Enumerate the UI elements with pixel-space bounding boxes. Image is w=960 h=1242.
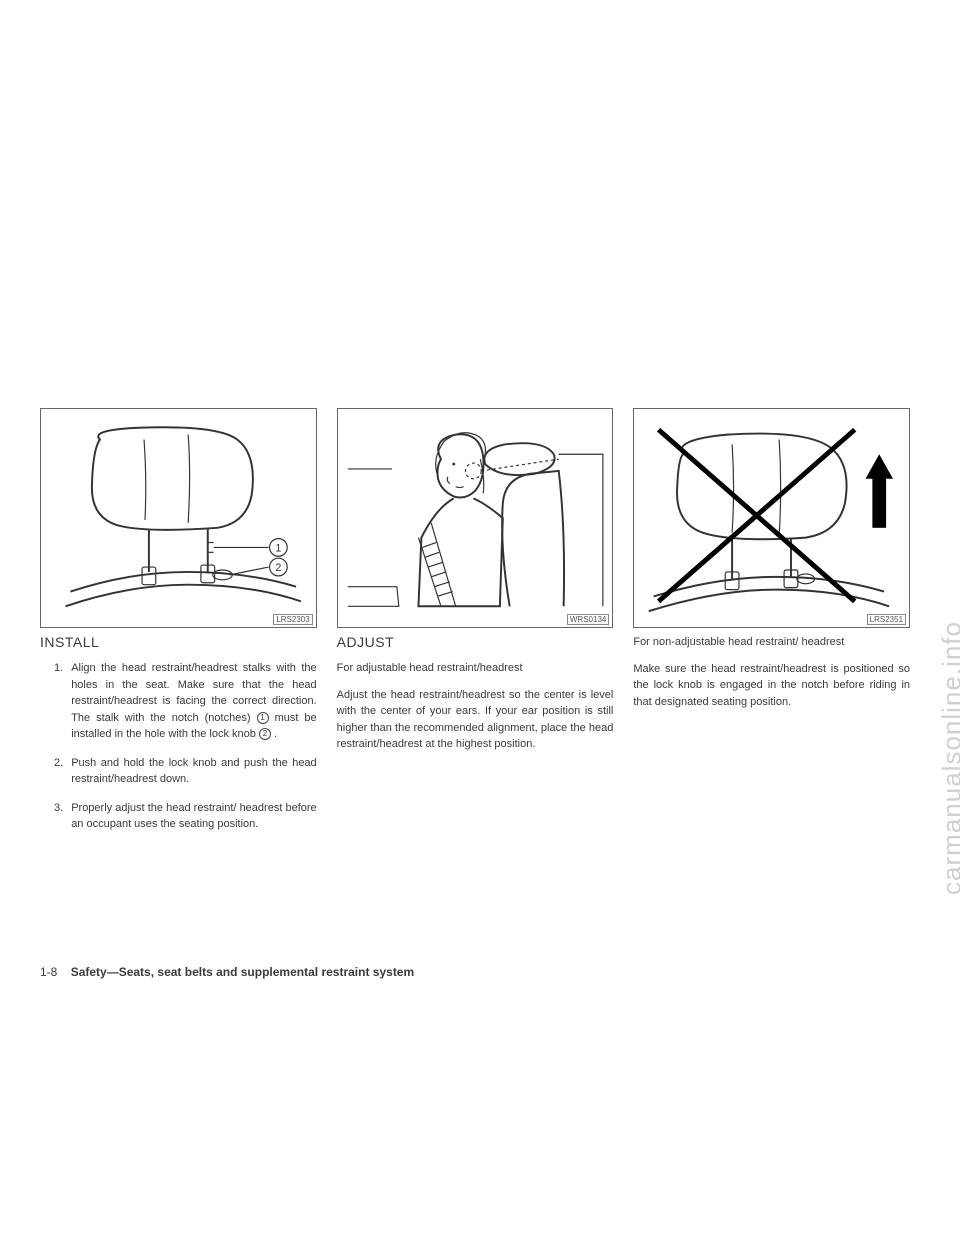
install-item-1: 1. Align the head restraint/headrest sta… xyxy=(54,660,317,743)
adjust-title: ADJUST xyxy=(337,634,614,650)
figure-label-adjust: WRS0134 xyxy=(567,614,609,625)
list-num: 1. xyxy=(54,660,63,743)
list-text: Push and hold the lock knob and push the… xyxy=(71,755,316,788)
adjust-sub: For adjustable head restraint/headrest xyxy=(337,660,614,677)
install-item-3: 3. Properly adjust the head restraint/ h… xyxy=(54,800,317,833)
watermark-text: carmanualsonline.info xyxy=(937,621,960,895)
install-item-2: 2. Push and hold the lock knob and push … xyxy=(54,755,317,788)
nonadj-body: Make sure the head restraint/headrest is… xyxy=(633,661,910,711)
column-nonadj: LRS2351 For non-adjustable head restrain… xyxy=(633,408,910,845)
column-adjust: WRS0134 ADJUST For adjustable head restr… xyxy=(337,408,614,845)
circled-1: 1 xyxy=(257,712,269,724)
svg-text:2: 2 xyxy=(275,562,281,574)
list-num: 2. xyxy=(54,755,63,788)
nonadj-sub: For non-adjustable head restraint/ headr… xyxy=(633,634,910,651)
svg-text:1: 1 xyxy=(275,542,281,554)
column-install: 1 2 LRS2303 INSTALL 1. Align the head re… xyxy=(40,408,317,845)
page-footer: 1-8 Safety—Seats, seat belts and supplem… xyxy=(40,965,414,979)
figure-label-install: LRS2303 xyxy=(273,614,312,625)
content-area: 1 2 LRS2303 INSTALL 1. Align the head re… xyxy=(40,408,910,845)
figure-adjust: WRS0134 xyxy=(337,408,614,628)
install-title: INSTALL xyxy=(40,634,317,650)
footer-section: Safety—Seats, seat belts and supplementa… xyxy=(71,965,414,979)
circled-2: 2 xyxy=(259,728,271,740)
list-text: Align the head restraint/headrest stalks… xyxy=(71,660,316,743)
adjust-body: Adjust the head restraint/headrest so th… xyxy=(337,687,614,753)
list-text: Properly adjust the head restraint/ head… xyxy=(71,800,316,833)
figure-nonadj: LRS2351 xyxy=(633,408,910,628)
list-num: 3. xyxy=(54,800,63,833)
page-number: 1-8 xyxy=(40,965,57,979)
figure-label-nonadj: LRS2351 xyxy=(867,614,906,625)
install-list: 1. Align the head restraint/headrest sta… xyxy=(40,660,317,845)
figure-install: 1 2 LRS2303 xyxy=(40,408,317,628)
